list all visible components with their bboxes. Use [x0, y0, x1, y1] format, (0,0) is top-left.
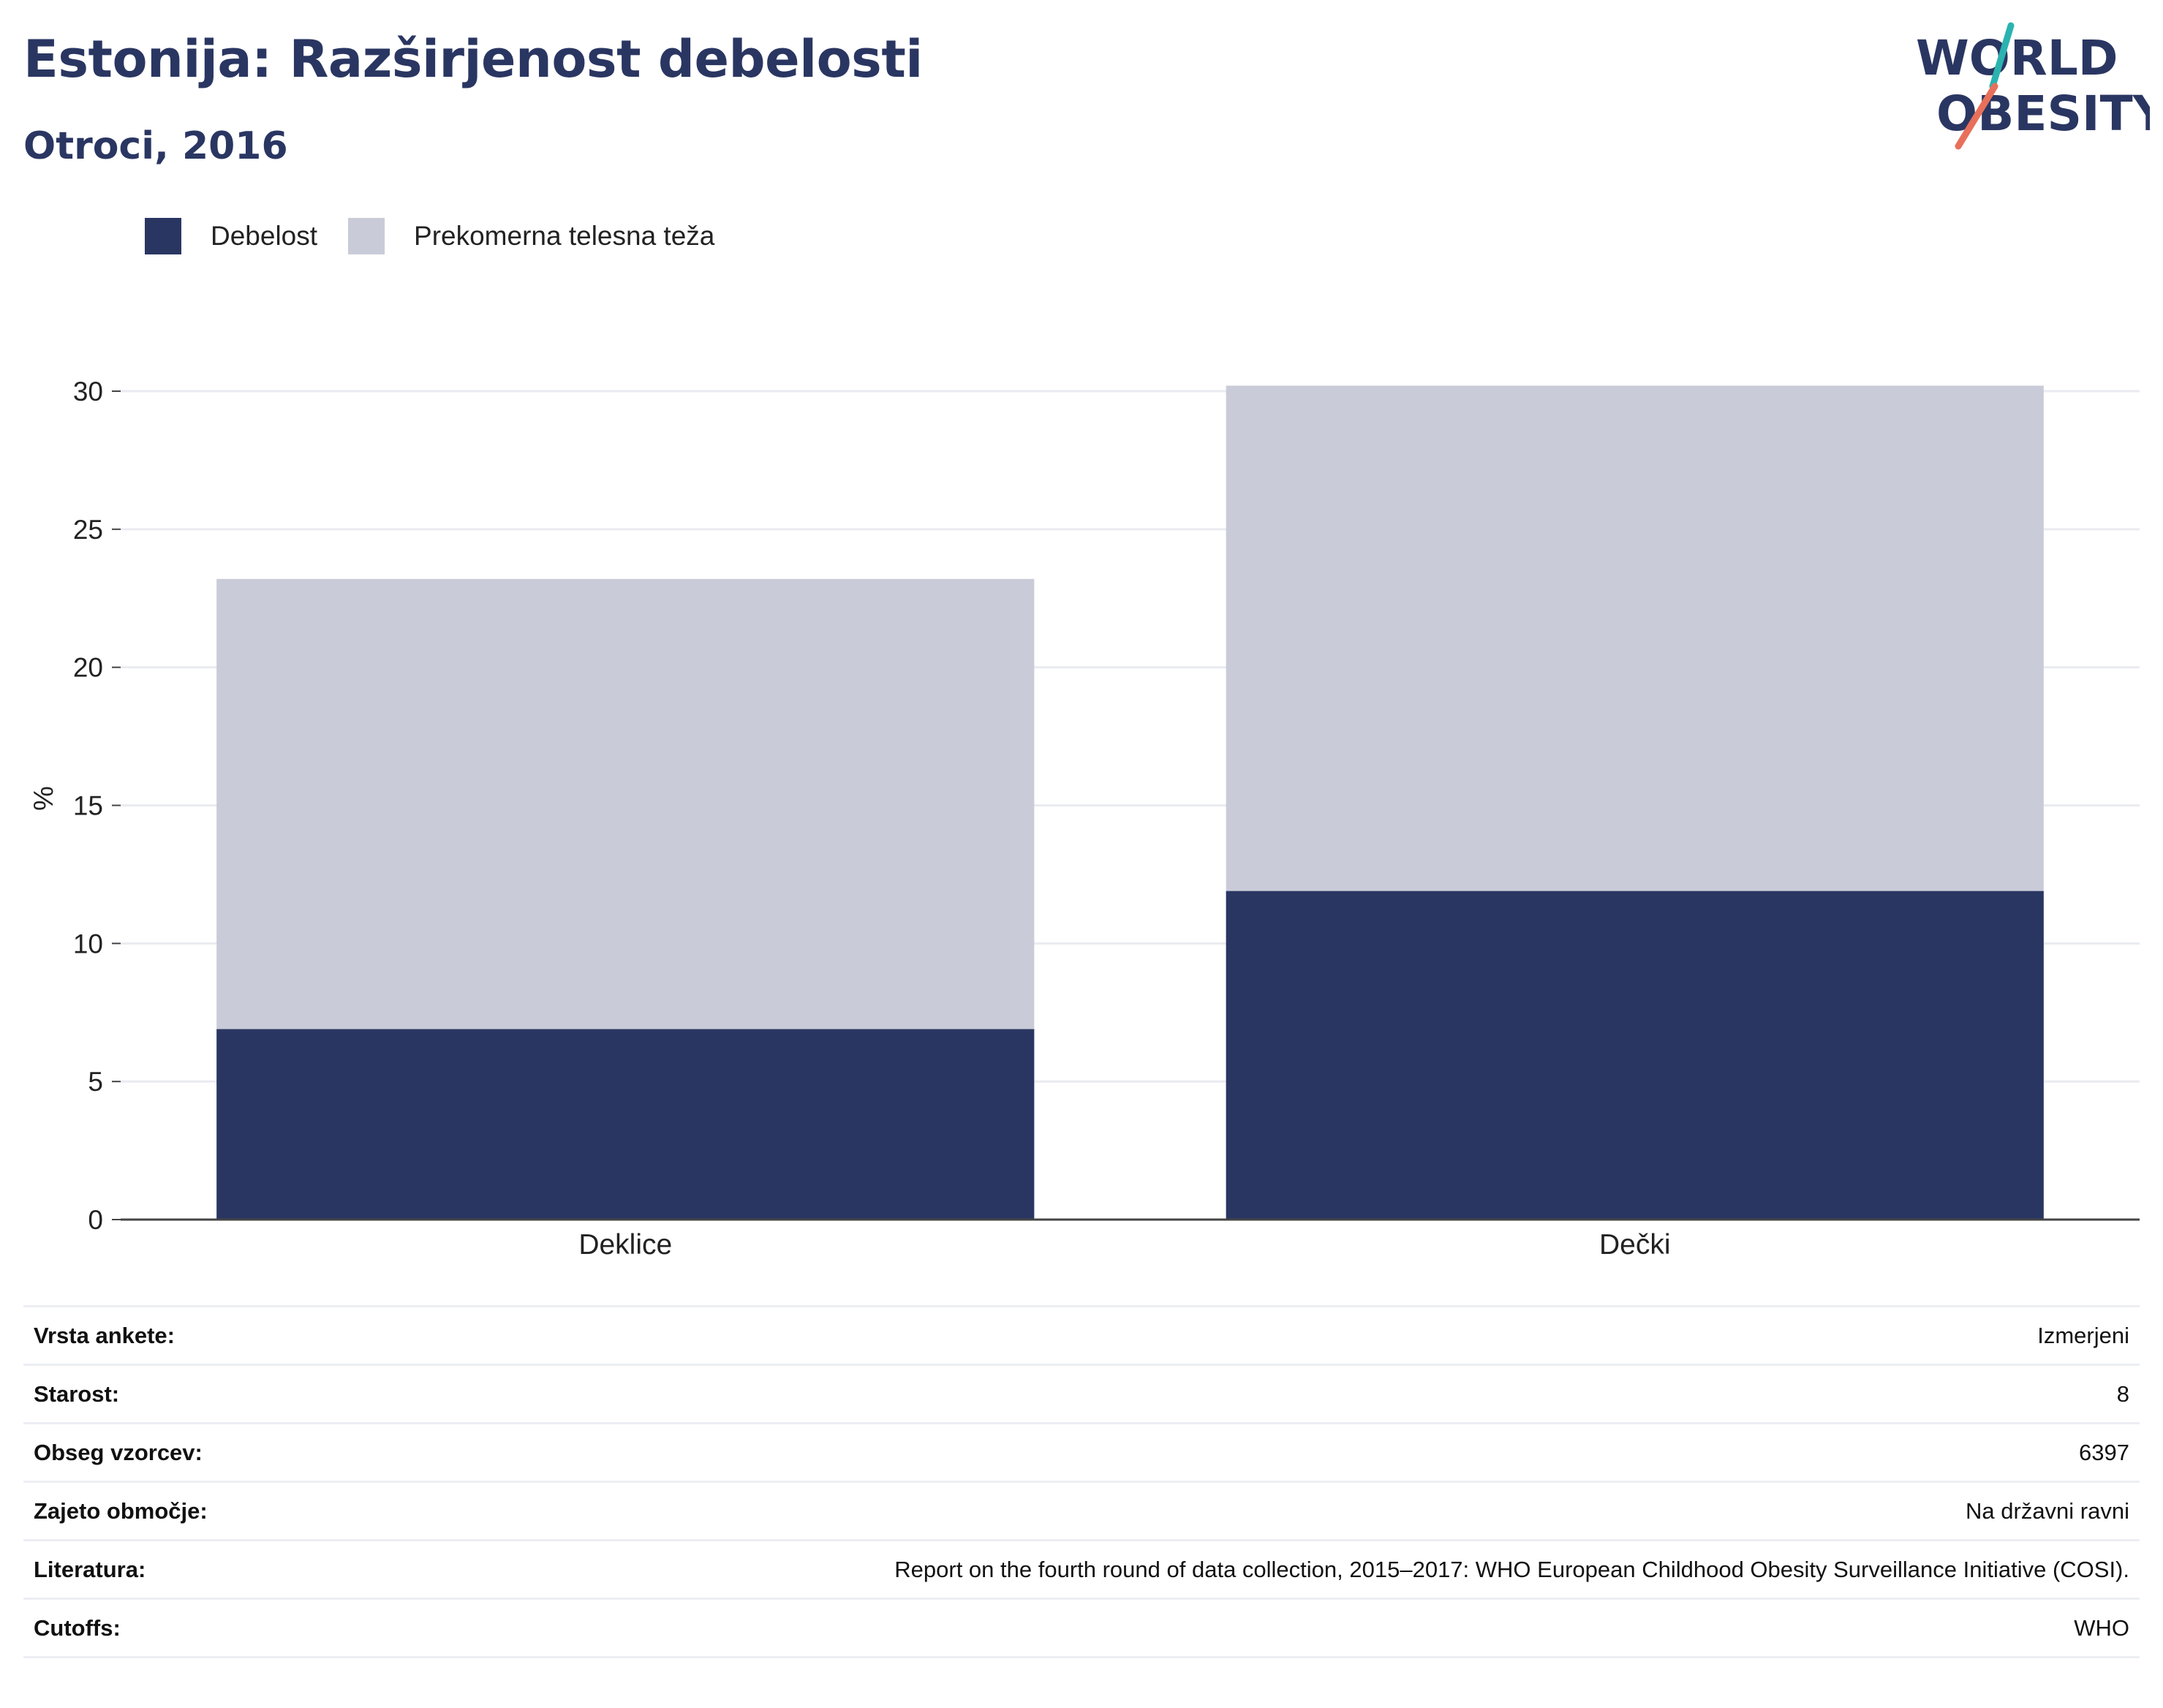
y-tick-label: 15 [73, 791, 103, 821]
legend-item-overweight[interactable]: Prekomerna telesna teža [348, 218, 714, 254]
meta-key: Vrsta ankete: [34, 1322, 175, 1348]
y-tick-label: 0 [88, 1205, 103, 1235]
y-tick-label: 10 [73, 929, 103, 959]
y-axis-title: % [29, 786, 59, 811]
meta-row-area: Zajeto območje: Na državni ravni [23, 1483, 2140, 1541]
meta-value: Izmerjeni [2037, 1322, 2129, 1348]
meta-value: 8 [2116, 1380, 2129, 1407]
chart-legend: Debelost Prekomerna telesna teža [145, 218, 745, 254]
meta-value: Report on the fourth round of data colle… [894, 1556, 2129, 1582]
meta-value: Na državni ravni [1966, 1497, 2129, 1524]
legend-item-obesity[interactable]: Debelost [145, 218, 317, 254]
x-tick-label: Deklice [578, 1229, 672, 1261]
y-tick-label: 30 [73, 377, 103, 407]
logo-slash-teal [1989, 22, 2015, 90]
bar-overweight-0[interactable] [216, 578, 1035, 1029]
chart-subtitle: Otroci, 2016 [23, 124, 288, 168]
y-tick-labels: 0 5 10 15 20 25 30 [73, 377, 121, 1235]
legend-swatch-obesity [145, 218, 181, 254]
metadata-table: Vrsta ankete: Izmerjeni Starost: 8 Obseg… [23, 1305, 2140, 1658]
meta-row-survey-type: Vrsta ankete: Izmerjeni [23, 1307, 2140, 1366]
bar-obesity-0[interactable] [216, 1029, 1035, 1220]
x-tick-labels: Deklice Dečki [578, 1229, 1670, 1261]
meta-value: WHO [2074, 1614, 2129, 1641]
y-tick-label: 20 [73, 653, 103, 683]
meta-key: Starost: [34, 1380, 120, 1407]
meta-row-cutoffs: Cutoffs: WHO [23, 1600, 2140, 1658]
bar-obesity-1[interactable] [1226, 891, 2044, 1220]
legend-swatch-overweight [348, 218, 385, 254]
meta-key: Literatura: [34, 1556, 146, 1582]
logo-slash-coral [1955, 83, 1998, 150]
logo-text-world: WORLD [1916, 30, 2118, 86]
y-tick-label: 5 [88, 1067, 103, 1097]
logo-text-obesity: OBESITY [1936, 86, 2150, 142]
bar-overweight-1[interactable] [1226, 385, 2044, 891]
world-obesity-logo: WORLD OBESITY [1916, 22, 2150, 150]
meta-row-sample-size: Obseg vzorcev: 6397 [23, 1424, 2140, 1483]
meta-key: Cutoffs: [34, 1614, 121, 1641]
meta-key: Zajeto območje: [34, 1497, 208, 1524]
bars [216, 385, 2044, 1220]
y-tick-label: 25 [73, 515, 103, 545]
meta-row-age: Starost: 8 [23, 1366, 2140, 1424]
legend-label-overweight: Prekomerna telesna teža [414, 221, 715, 251]
chart-title: Estonija: Razširjenost debelosti [23, 29, 923, 89]
meta-key: Obseg vzorcev: [34, 1439, 203, 1465]
meta-row-reference: Literatura: Report on the fourth round o… [23, 1541, 2140, 1600]
bar-chart: 0 5 10 15 20 25 30 Deklice Dečki % [29, 377, 2140, 1261]
x-tick-label: Dečki [1599, 1229, 1671, 1261]
legend-label-obesity: Debelost [211, 221, 318, 251]
meta-value: 6397 [2079, 1439, 2129, 1465]
